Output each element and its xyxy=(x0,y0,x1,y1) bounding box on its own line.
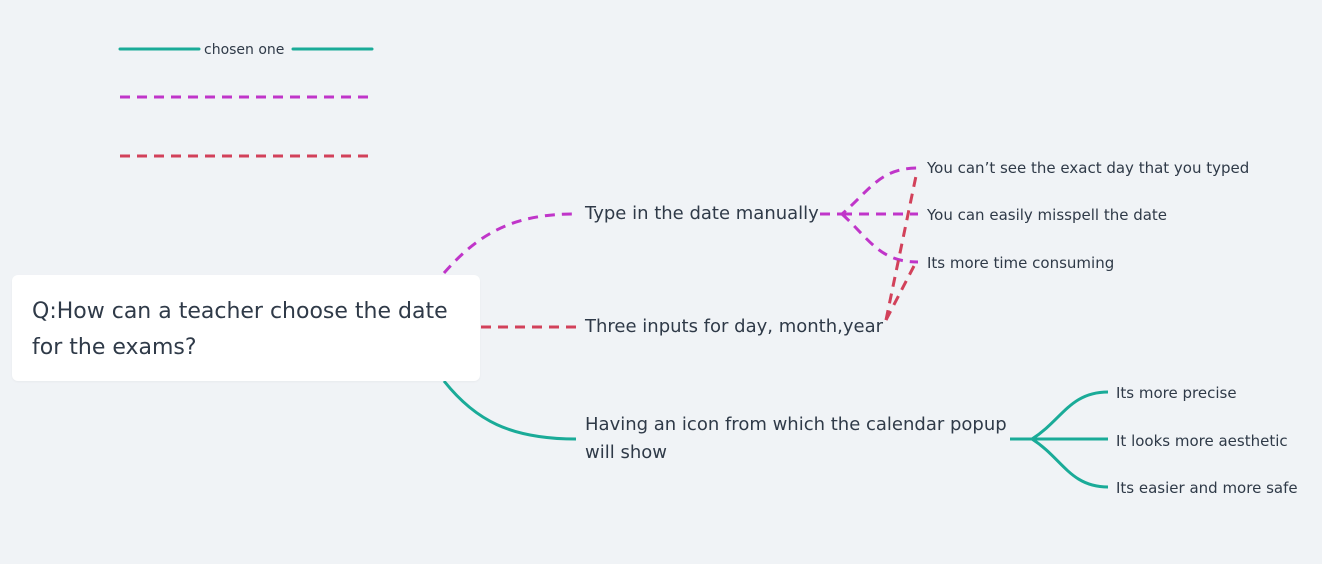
link-root-to-manual xyxy=(442,212,576,274)
branch-three-inputs[interactable]: Three inputs for day, month,year xyxy=(585,316,884,337)
legend-chosen-one-label: chosen one xyxy=(204,42,285,58)
link-manual-to-leaf-1 xyxy=(820,166,919,216)
link-three-inputs-to-leaf-3 xyxy=(884,265,916,321)
leaf-calendar-safe[interactable]: Its easier and more safe xyxy=(1116,479,1298,497)
leaf-manual-cant-see-day[interactable]: You can’t see the exact day that you typ… xyxy=(927,159,1250,177)
leaf-manual-time-consuming[interactable]: Its more time consuming xyxy=(927,254,1115,272)
branch-calendar-popup-line1: Having an icon from which the calendar p… xyxy=(585,414,1007,435)
link-calendar-to-leaf-1 xyxy=(1010,390,1109,441)
link-manual-to-leaf-3 xyxy=(840,212,919,264)
leaf-calendar-precise[interactable]: Its more precise xyxy=(1116,384,1237,402)
leaf-calendar-aesthetic[interactable]: It looks more aesthetic xyxy=(1116,432,1288,450)
branch-manual-entry[interactable]: Type in the date manually xyxy=(585,203,819,224)
link-root-to-calendar xyxy=(442,380,577,441)
branch-calendar-popup[interactable]: Having an icon from which the calendar p… xyxy=(585,411,1007,467)
leaf-manual-misspell[interactable]: You can easily misspell the date xyxy=(927,206,1168,224)
link-calendar-to-leaf-3 xyxy=(1031,437,1109,489)
root-topic-text: Q:How can a teacher choose the date for … xyxy=(32,299,448,360)
root-topic[interactable]: Q:How can a teacher choose the date for … xyxy=(12,275,480,381)
branch-calendar-popup-line2: will show xyxy=(585,442,667,463)
link-three-inputs-to-leaf-1 xyxy=(884,175,918,321)
